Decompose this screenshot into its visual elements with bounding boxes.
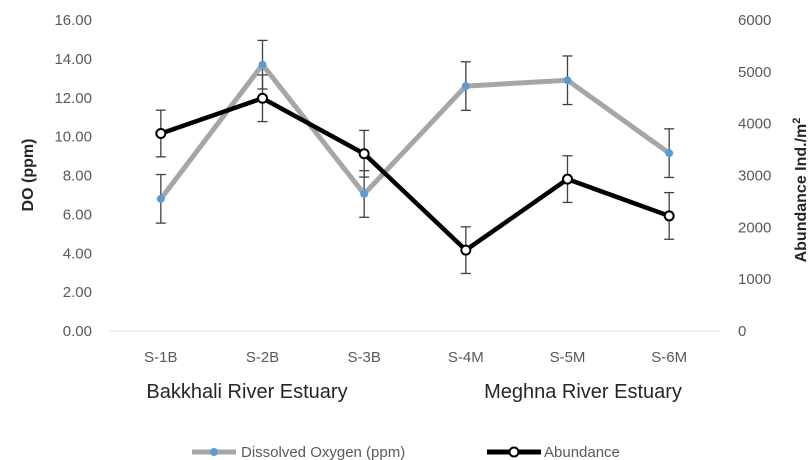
right-tick-label: 6000 [738,12,771,29]
legend: Dissolved Oxygen (ppm) Abundance [192,444,620,460]
left-tick-label: 12.00 [54,90,92,107]
data-point [257,92,268,104]
left-tick-label: 4.00 [63,245,92,262]
x-tick-label: S-4M [448,349,484,366]
x-axis-ticks: S-1B S-2B S-3B S-4M S-5M S-6M [144,349,687,366]
legend-abundance-marker [508,446,520,458]
data-point [358,148,370,160]
data-point [360,189,369,198]
series-dissolved-oxygen [155,39,675,224]
data-point [460,244,472,256]
x-tick-label: S-5M [550,349,586,366]
data-point [665,149,674,158]
data-point [563,76,572,85]
legend-abundance-label: Abundance [544,444,620,460]
left-tick-label: 0.00 [63,323,92,340]
left-axis-title: DO (ppm) [20,139,37,212]
right-axis-title-sup: 2 [791,118,803,124]
left-tick-label: 8.00 [63,168,92,185]
x-tick-label: S-2B [246,349,279,366]
x-tick-label: S-1B [144,349,177,366]
right-tick-label: 4000 [738,116,771,133]
left-tick-label: 2.00 [63,284,92,301]
series-line [160,96,670,253]
right-tick-label: 0 [738,323,746,340]
data-point [258,60,267,69]
right-tick-label: 3000 [738,168,771,185]
left-axis-ticks: 0.00 2.00 4.00 6.00 8.00 10.00 12.00 14.00 16.00 [54,12,92,340]
legend-do-marker [210,448,218,456]
x-tick-label: S-6M [651,349,687,366]
right-axis-title-main: Abundance Ind./m [793,124,810,263]
group-label-bakkhali: Bakkhali River Estuary [146,381,347,403]
left-tick-label: 16.00 [54,12,92,29]
left-tick-label: 14.00 [54,51,92,68]
series-layer [155,39,675,275]
right-tick-label: 5000 [738,64,771,81]
data-point [663,210,675,222]
left-tick-label: 6.00 [63,206,92,223]
x-tick-label: S-3B [347,349,380,366]
series-line [158,62,671,201]
right-axis-title: Abundance Ind./m2 [791,118,810,263]
right-tick-label: 1000 [738,271,771,288]
right-tick-label: 2000 [738,219,771,236]
series-abundance [155,74,675,275]
left-tick-label: 10.00 [54,129,92,146]
group-label-meghna: Meghna River Estuary [484,381,682,403]
data-point [562,173,573,185]
data-point [461,82,470,91]
data-point [155,128,167,140]
right-axis-ticks: 0 1000 2000 3000 4000 5000 6000 [738,12,771,340]
data-point [156,194,165,203]
legend-do-label: Dissolved Oxygen (ppm) [241,444,405,460]
